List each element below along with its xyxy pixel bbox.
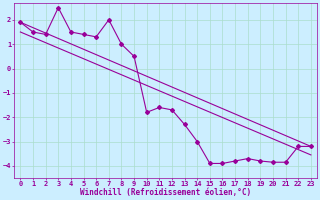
X-axis label: Windchill (Refroidissement éolien,°C): Windchill (Refroidissement éolien,°C) bbox=[80, 188, 251, 197]
